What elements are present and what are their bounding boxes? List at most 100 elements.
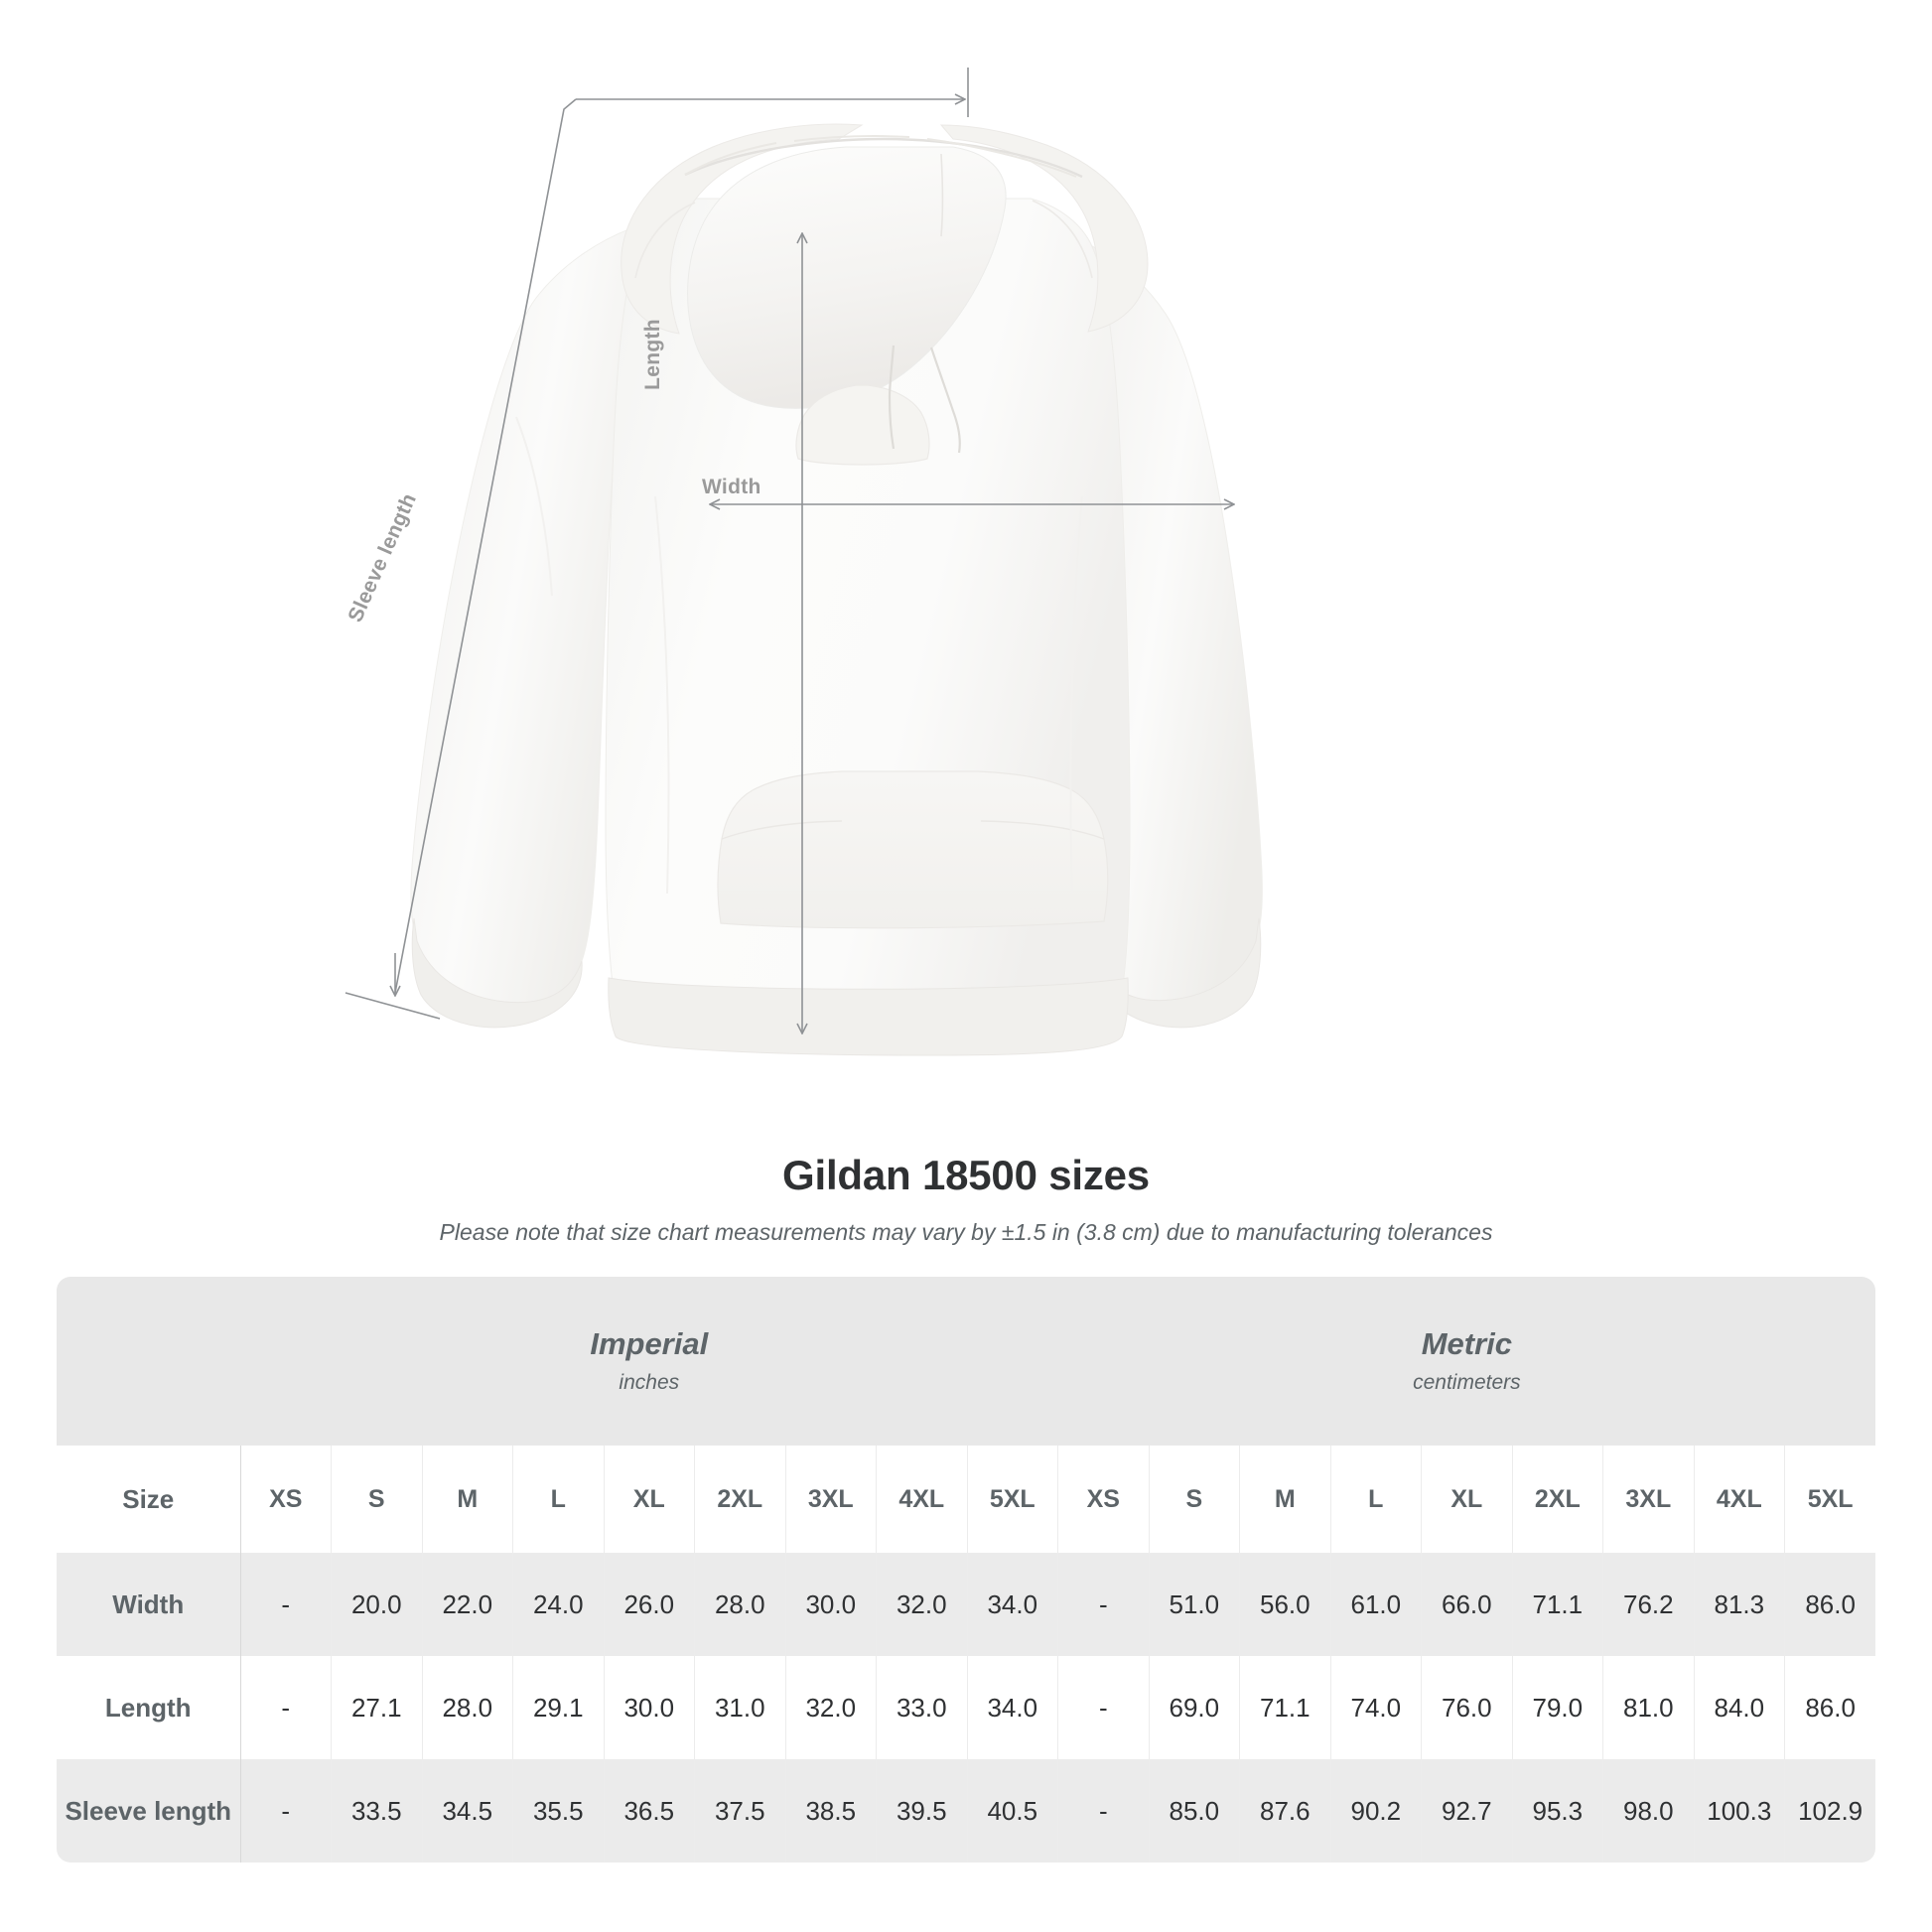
size-column-header-imperial-5xl: 5XL [967,1446,1059,1553]
cell-width-metric-m: 56.0 [1239,1553,1331,1656]
cell-length-imperial-xs: - [240,1656,332,1759]
unit-group-header-imperial: Imperial inches [240,1277,1058,1446]
cell-length-imperial-3xl: 32.0 [785,1656,877,1759]
garment-diagram: Length Width Sleeve length [344,68,1263,1056]
size-column-header-imperial-l: L [512,1446,605,1553]
size-header-cell: Size [57,1446,241,1553]
size-column-header-imperial-xl: XL [604,1446,695,1553]
shoulder-seam-left [634,202,696,279]
fold-left [654,495,670,895]
size-column-header-imperial-3xl: 3XL [785,1446,877,1553]
size-header-row: Size XS S M L XL 2XL 3XL 4XL 5XL XS S M L XL 2XL 3XL 4XL 5… [57,1446,1876,1553]
fold-right [1069,495,1083,895]
cell-sleeve-length-imperial-xl: 36.5 [604,1759,695,1863]
cell-sleeve-length-imperial-3xl: 38.5 [785,1759,877,1863]
cell-length-imperial-5xl: 34.0 [967,1656,1059,1759]
size-column-header-imperial-xs: XS [240,1446,332,1553]
cell-sleeve-length-imperial-l: 35.5 [512,1759,605,1863]
size-column-header-metric-2xl: 2XL [1512,1446,1604,1553]
size-chart-table: Imperial inches Metric centimeters Size XS S M L… [57,1277,1876,1863]
left-sleeve [410,225,637,1004]
cell-length-metric-5xl: 86.0 [1784,1656,1876,1759]
size-column-header-metric-xl: XL [1421,1446,1513,1553]
cell-width-metric-l: 61.0 [1330,1553,1423,1656]
cell-width-metric-s: 51.0 [1149,1553,1241,1656]
cell-width-metric-3xl: 76.2 [1602,1553,1695,1656]
page-title: Gildan 18500 sizes [782,1152,1150,1198]
hoodie-illustration [345,68,1263,1056]
hoodie-artwork [410,123,1263,1056]
cell-width-metric-2xl: 71.1 [1512,1553,1604,1656]
size-column-header-metric-4xl: 4XL [1694,1446,1786,1553]
sleeve-diagonal-leader [394,98,577,994]
cell-length-metric-s: 69.0 [1149,1656,1241,1759]
cell-sleeve-length-metric-m: 87.6 [1239,1759,1331,1863]
measurement-row-label: Length [57,1656,241,1759]
cell-sleeve-length-imperial-5xl: 40.5 [967,1759,1059,1863]
size-column-header-metric-3xl: 3XL [1602,1446,1695,1553]
hood-left-panel [621,123,864,335]
cell-length-metric-2xl: 79.0 [1512,1656,1604,1759]
cell-width-imperial-4xl: 32.0 [876,1553,968,1656]
size-column-header-metric-m: M [1239,1446,1331,1553]
cell-sleeve-length-metric-xl: 92.7 [1421,1759,1513,1863]
size-column-header-metric-xs: XS [1057,1446,1150,1553]
drawstring-left [888,345,896,450]
cell-width-metric-4xl: 81.3 [1694,1553,1786,1656]
fold-sleeve-left [515,416,553,597]
cell-width-imperial-xs: - [240,1553,332,1656]
table-row: Length -27.1 28.0 29.1 30.0 31.0 32.0 33.0 34.0-… [57,1656,1876,1759]
cell-sleeve-length-metric-2xl: 95.3 [1512,1759,1604,1863]
cell-width-metric-xs: - [1057,1553,1150,1656]
cell-width-imperial-xl: 26.0 [604,1553,695,1656]
pocket-seam-left [721,820,843,840]
tolerance-note: Please note that size chart measurements… [439,1219,1493,1245]
cell-length-imperial-l: 29.1 [512,1656,605,1759]
cell-sleeve-length-metric-l: 90.2 [1330,1759,1423,1863]
hood-ruffle [684,135,1077,178]
unit-banner-spacer [57,1277,240,1446]
measurement-row-label: Width [57,1553,241,1656]
table-row: Sleeve length -33.5 34.5 35.5 36.5 37.5 38.5 39… [57,1759,1876,1863]
cell-sleeve-length-metric-xs: - [1057,1759,1150,1863]
title-block: Gildan 18500 sizes Please note that size… [0,1132,1932,1246]
cell-length-metric-m: 71.1 [1239,1656,1331,1759]
front-pocket [717,770,1109,929]
cell-width-imperial-5xl: 34.0 [967,1553,1059,1656]
unit-group-name: Metric [1421,1325,1513,1361]
unit-banner-row: Imperial inches Metric centimeters [57,1277,1876,1446]
unit-group-sub: centimeters [1413,1371,1521,1395]
hood-drawstring-channel [684,137,1083,179]
unit-group-sub: inches [619,1371,680,1395]
cell-width-metric-5xl: 86.0 [1784,1553,1876,1656]
cell-length-imperial-xl: 30.0 [604,1656,695,1759]
cell-length-metric-xs: - [1057,1656,1150,1759]
unit-group-header-metric: Metric centimeters [1057,1277,1876,1446]
cell-sleeve-length-imperial-m: 34.5 [422,1759,513,1863]
measurement-annotations [345,68,1233,1033]
measurement-row-label: Sleeve length [57,1759,241,1863]
cell-length-metric-l: 74.0 [1330,1656,1423,1759]
size-column-header-metric-5xl: 5XL [1784,1446,1876,1553]
hood-right-panel [939,124,1149,333]
pocket-seam-right [980,820,1105,840]
cell-width-imperial-m: 22.0 [422,1553,513,1656]
cell-sleeve-length-imperial-xs: - [240,1759,332,1863]
cell-length-imperial-m: 28.0 [422,1656,513,1759]
cell-width-imperial-l: 24.0 [512,1553,605,1656]
size-column-header-imperial-2xl: 2XL [694,1446,786,1553]
cell-length-imperial-s: 27.1 [331,1656,423,1759]
cell-width-imperial-2xl: 28.0 [694,1553,786,1656]
cell-width-imperial-s: 20.0 [331,1553,423,1656]
sleeve-bottom-tick [345,992,441,1020]
cell-width-metric-xl: 66.0 [1421,1553,1513,1656]
hood-center-seam [940,153,944,237]
drawstring-right [929,346,961,454]
cell-sleeve-length-metric-3xl: 98.0 [1602,1759,1695,1863]
cell-sleeve-length-metric-5xl: 102.9 [1784,1759,1876,1863]
size-column-header-imperial-m: M [422,1446,513,1553]
bottom-hem [608,977,1129,1056]
cell-sleeve-length-imperial-4xl: 39.5 [876,1759,968,1863]
cell-length-imperial-4xl: 33.0 [876,1656,968,1759]
cell-sleeve-length-metric-s: 85.0 [1149,1759,1241,1863]
